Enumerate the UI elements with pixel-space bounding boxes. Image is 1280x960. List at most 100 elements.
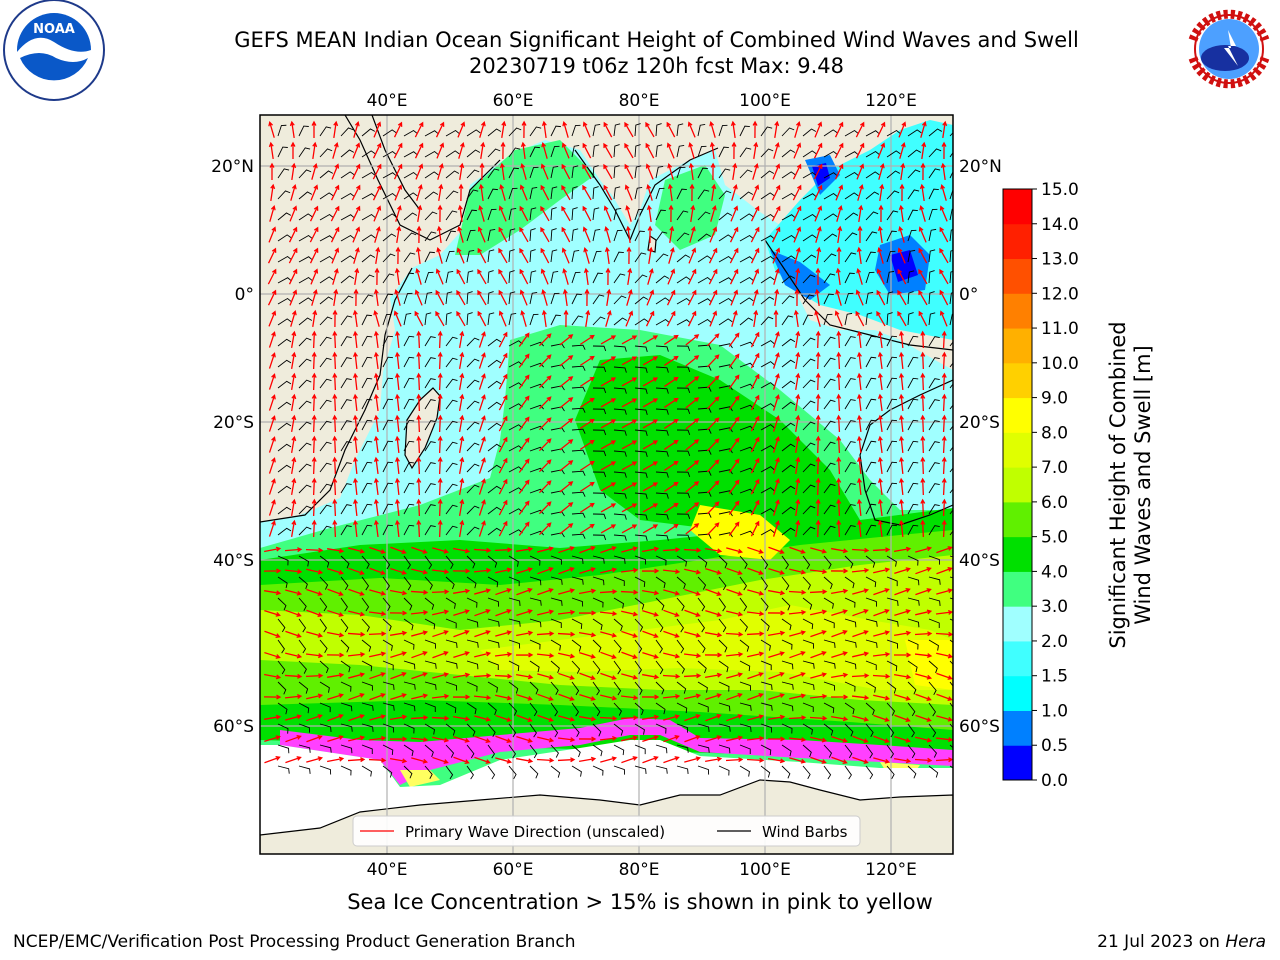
wave-arrow — [395, 393, 400, 412]
wave-arrow — [369, 714, 387, 721]
wave-arrow — [474, 630, 491, 638]
wind-barb — [382, 681, 395, 691]
wave-arrow — [768, 567, 785, 575]
wave-arrow — [795, 372, 801, 390]
wave-arrow — [728, 521, 740, 536]
wave-arrow — [687, 268, 697, 285]
wave-arrow — [353, 519, 358, 538]
wind-barb — [466, 639, 479, 648]
wind-barb — [424, 291, 433, 305]
wave-arrow — [540, 184, 550, 201]
wave-arrow — [642, 651, 659, 659]
wind-barb — [340, 336, 352, 347]
wave-arrow — [914, 653, 933, 659]
wave-arrow — [831, 715, 849, 722]
wave-arrow — [561, 184, 571, 201]
wind-barb — [697, 618, 705, 633]
wave-arrow — [856, 393, 862, 412]
wave-arrow — [642, 356, 659, 366]
wave-arrow — [290, 435, 297, 453]
wave-arrow — [706, 396, 720, 410]
wave-arrow — [685, 439, 700, 451]
wind-barb — [907, 419, 919, 431]
wind-barb — [739, 317, 754, 326]
wind-barb — [613, 251, 624, 263]
wave-arrow — [642, 335, 659, 345]
wave-arrow — [942, 120, 948, 139]
wave-arrow — [936, 567, 953, 575]
wave-arrow — [683, 547, 702, 553]
wave-arrow — [436, 142, 445, 159]
wave-arrow — [541, 142, 548, 159]
wave-arrow — [288, 268, 298, 285]
wind-barb — [655, 253, 669, 263]
wind-barb — [886, 744, 894, 759]
wind-barb — [676, 765, 689, 774]
wave-arrow — [579, 376, 595, 387]
wind-barb — [865, 171, 880, 179]
wave-arrow — [458, 330, 465, 348]
wind-barb — [781, 597, 791, 611]
wave-arrow — [373, 330, 379, 349]
colorbar-tick-label: 12.0 — [1041, 284, 1079, 304]
wave-arrow — [453, 609, 470, 616]
wave-arrow — [708, 247, 718, 264]
wind-barb — [592, 639, 602, 653]
wave-arrow — [351, 163, 361, 180]
wind-barb — [466, 189, 479, 200]
wave-arrow — [726, 588, 743, 596]
noaa-logo-text: NOAA — [33, 22, 75, 37]
wind-barb — [844, 441, 856, 452]
wind-barb — [697, 167, 708, 179]
wind-barb — [319, 441, 332, 452]
southern-belt-9m — [690, 505, 953, 690]
wave-arrow — [663, 439, 679, 450]
wind-barb — [340, 192, 355, 200]
wave-arrow — [898, 204, 904, 223]
wind-barb — [907, 618, 920, 628]
wind-barb — [928, 188, 939, 200]
wind-barb — [466, 358, 480, 368]
wave-arrow — [750, 373, 760, 390]
wind-barb — [697, 318, 712, 326]
wave-arrow — [390, 714, 408, 721]
wind-barb — [844, 681, 856, 692]
wave-arrow — [498, 499, 508, 516]
wind-barb — [865, 660, 877, 671]
wind-barb — [718, 681, 730, 692]
wind-barb — [886, 335, 898, 347]
wind-barb — [340, 681, 352, 692]
wind-barb — [697, 211, 711, 221]
wave-arrow — [809, 693, 828, 699]
wind-barb — [781, 380, 796, 389]
wind-barb — [361, 377, 373, 389]
wave-arrow — [767, 736, 786, 742]
wave-arrow — [456, 310, 466, 327]
wave-arrow — [585, 309, 591, 328]
wind-barb — [277, 255, 292, 263]
wave-arrow — [920, 351, 926, 370]
wave-arrow — [687, 289, 697, 306]
wave-arrow — [705, 714, 722, 722]
wave-arrow — [725, 631, 744, 637]
wave-arrow — [831, 547, 849, 554]
wave-arrow — [389, 610, 408, 616]
wind-barb — [445, 170, 460, 179]
wind-barb — [865, 231, 878, 242]
wind-barb — [655, 534, 669, 541]
wind-barb — [823, 313, 833, 326]
wind-barb — [739, 618, 748, 632]
wind-barb — [403, 702, 416, 712]
wind-barb — [550, 702, 559, 717]
wind-barb — [718, 277, 733, 284]
wind-barb — [634, 252, 647, 263]
wave-arrow — [684, 756, 702, 763]
wind-barb — [277, 318, 292, 326]
wave-arrow — [795, 498, 801, 516]
wave-arrow — [706, 354, 720, 368]
wave-arrow — [939, 268, 949, 285]
wave-arrow — [750, 478, 760, 495]
wave-arrow — [772, 415, 780, 432]
wind-barb — [403, 312, 412, 326]
africa-coastline — [260, 267, 413, 523]
